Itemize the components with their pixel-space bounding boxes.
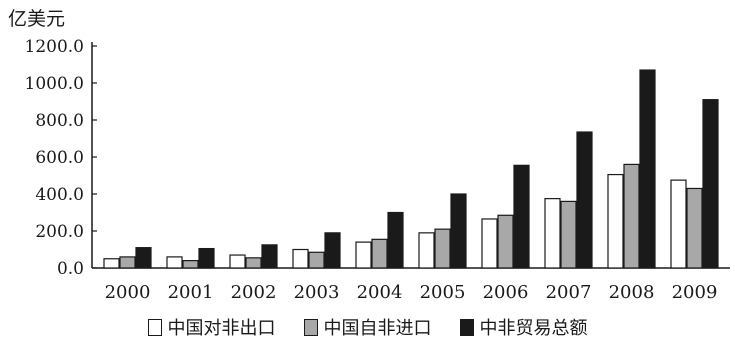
bar-total-2007: [576, 131, 593, 269]
legend-swatch-exports: [147, 318, 162, 336]
x-tick-label: 2003: [294, 282, 340, 303]
legend-label-imports: 中国自非进口: [323, 318, 432, 339]
x-tick-label: 2009: [672, 282, 718, 303]
bar-total-2006: [513, 164, 530, 269]
legend-item-total: 中非贸易总额: [459, 314, 588, 340]
bar-imports-2000: [119, 256, 136, 269]
y-tick-label: 1200.0: [25, 37, 84, 57]
legend-item-exports: 中国对非出口: [147, 314, 276, 340]
bar-imports-2003: [308, 251, 325, 269]
bar-exports-2003: [292, 248, 309, 269]
x-tick-label: 2005: [420, 282, 466, 303]
bar-total-2005: [450, 193, 467, 269]
bar-imports-2008: [623, 163, 640, 269]
y-tick-label: 800.0: [35, 111, 84, 131]
legend: 中国对非出口 中国自非进口 中非贸易总额: [0, 314, 735, 340]
y-tick-label: 1000.0: [25, 74, 84, 94]
bar-total-2008: [639, 69, 656, 269]
bar-total-2003: [324, 232, 341, 269]
y-tick-label: 200.0: [35, 222, 84, 242]
bar-total-2004: [387, 211, 404, 269]
bar-total-2002: [261, 244, 278, 269]
legend-label-exports: 中国对非出口: [167, 318, 276, 339]
bar-exports-2006: [481, 218, 498, 269]
bar-imports-2002: [245, 257, 262, 269]
bar-exports-2007: [544, 198, 561, 269]
bar-imports-2004: [371, 238, 388, 269]
x-tick-label: 2001: [168, 282, 214, 303]
y-axis-unit-label: 亿美元: [8, 8, 66, 30]
y-tick-label: 0.0: [57, 259, 84, 279]
bar-total-2000: [135, 247, 152, 269]
x-tick-label: 2007: [546, 282, 592, 303]
bar-exports-2002: [229, 254, 246, 269]
legend-swatch-total: [459, 318, 474, 336]
bar-exports-2004: [355, 241, 372, 269]
y-tick-label: 600.0: [35, 148, 84, 168]
bar-exports-2005: [418, 232, 435, 269]
x-tick-label: 2002: [231, 282, 277, 303]
legend-swatch-imports: [303, 318, 318, 336]
bar-chart: 0.0 200.0 400.0 600.0 800.0 1000.0 1200.0 2000 2…: [25, 37, 730, 303]
bar-imports-2007: [560, 200, 577, 269]
bar-total-2001: [198, 247, 215, 269]
x-tick-label: 2004: [357, 282, 403, 303]
bar-exports-2008: [607, 173, 624, 269]
x-tick-label: 2006: [483, 282, 529, 303]
legend-label-total: 中非贸易总额: [479, 318, 588, 339]
legend-item-imports: 中国自非进口: [303, 314, 432, 340]
x-tick-label: 2008: [609, 282, 655, 303]
bar-imports-2009: [686, 187, 703, 269]
bar-imports-2005: [434, 228, 451, 269]
bar-exports-2001: [166, 256, 183, 269]
bar-imports-2001: [182, 260, 199, 269]
x-tick-label: 2000: [105, 282, 151, 303]
bar-total-2009: [702, 99, 719, 269]
bar-exports-2000: [103, 258, 120, 269]
bar-imports-2006: [497, 214, 514, 269]
bar-exports-2009: [670, 179, 687, 269]
y-tick-label: 400.0: [35, 185, 84, 205]
